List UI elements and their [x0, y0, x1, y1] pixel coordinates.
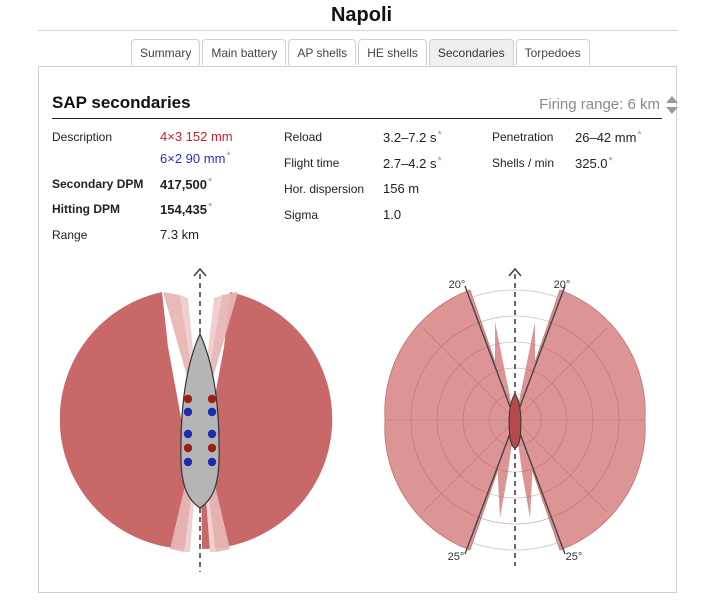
- asterisk: *: [437, 129, 442, 141]
- tab-he-shells[interactable]: HE shells: [358, 39, 427, 65]
- description-line-2: 6×2 90 mm*: [160, 150, 231, 166]
- penetration-value: 26–42 mm*: [575, 129, 642, 145]
- secondary-mount-152mm: [183, 443, 193, 453]
- secondary-mount-152mm: [183, 394, 193, 404]
- secondary-mount-90mm: [183, 407, 193, 417]
- asterisk: *: [208, 176, 213, 188]
- flight-time-value: 2.7–4.2 s*: [383, 155, 442, 171]
- hitting-dpm-value: 154,435*: [160, 201, 213, 217]
- ship-hull: [508, 393, 522, 449]
- tab-torpedoes[interactable]: Torpedoes: [515, 39, 590, 65]
- secondary-coverage-diagram: [60, 267, 333, 572]
- angle-label-bottom-right: 25°: [566, 551, 583, 563]
- secondary-mount-90mm: [183, 429, 193, 439]
- sigma-value: 1.0: [383, 207, 402, 222]
- shells-per-min-value: 325.0*: [575, 155, 613, 171]
- secondary-mount-90mm: [183, 457, 193, 467]
- shells-per-min-label: Shells / min: [492, 156, 555, 170]
- flight-time-label: Flight time: [284, 156, 340, 170]
- reload-value: 3.2–7.2 s*: [383, 129, 442, 145]
- description-label: Description: [52, 130, 113, 144]
- heading-arrow-icon: [508, 267, 522, 277]
- asterisk: *: [208, 201, 213, 213]
- secondary-dpm-value: 417,500*: [160, 176, 213, 192]
- tab-ap-shells[interactable]: AP shells: [288, 39, 357, 65]
- polar-coverage-area: [495, 420, 515, 518]
- spinner-down-icon[interactable]: [666, 107, 678, 114]
- reload-label: Reload: [284, 130, 323, 144]
- hor-dispersion-value: 156 m: [383, 181, 420, 196]
- secondary-mount-152mm: [207, 443, 217, 453]
- polar-coverage-diagram: 20° 20° 25° 25°: [384, 267, 646, 566]
- range-spinner-icon[interactable]: [665, 95, 679, 115]
- asterisk: *: [608, 155, 613, 167]
- tab-secondaries[interactable]: Secondaries: [428, 39, 514, 67]
- secondary-mount-152mm: [207, 394, 217, 404]
- ship-name: Napoli: [330, 4, 393, 26]
- firing-range-label: Firing range: 6 km: [539, 96, 660, 113]
- polar-coverage-area: [515, 322, 535, 422]
- tab-main-battery[interactable]: Main battery: [202, 39, 287, 65]
- asterisk: *: [226, 150, 231, 162]
- secondary-mount-90mm: [207, 407, 217, 417]
- heading-arrow-icon: [193, 267, 207, 277]
- description-line-1: 4×3 152 mm: [160, 129, 233, 144]
- hitting-dpm-label: Hitting DPM: [52, 202, 120, 216]
- polar-coverage-area: [515, 420, 535, 518]
- sigma-label: Sigma: [284, 208, 319, 222]
- range-value: 7.3 km: [160, 227, 200, 242]
- title-divider: [38, 30, 678, 31]
- right-coverage-area: [201, 292, 333, 550]
- angle-label-top-left: 20°: [449, 279, 466, 291]
- asterisk: *: [437, 155, 442, 167]
- polar-coverage-area: [495, 322, 515, 422]
- angle-label-top-right: 20°: [554, 279, 571, 291]
- spinner-up-icon[interactable]: [666, 96, 678, 103]
- asterisk: *: [637, 129, 642, 141]
- penetration-label: Penetration: [492, 130, 554, 144]
- secondary-mount-90mm: [207, 429, 217, 439]
- secondary-dpm-label: Secondary DPM: [52, 177, 144, 191]
- tab-bar: Summary Main battery AP shells HE shells…: [131, 39, 590, 67]
- section-divider: [52, 118, 662, 119]
- tab-summary[interactable]: Summary: [131, 39, 201, 65]
- left-coverage-area: [60, 292, 191, 550]
- secondary-mount-90mm: [207, 457, 217, 467]
- section-title: SAP secondaries: [52, 93, 191, 112]
- range-label: Range: [52, 228, 88, 242]
- angle-label-bottom-left: 25°: [448, 551, 465, 563]
- hor-dispersion-label: Hor. dispersion: [284, 182, 365, 196]
